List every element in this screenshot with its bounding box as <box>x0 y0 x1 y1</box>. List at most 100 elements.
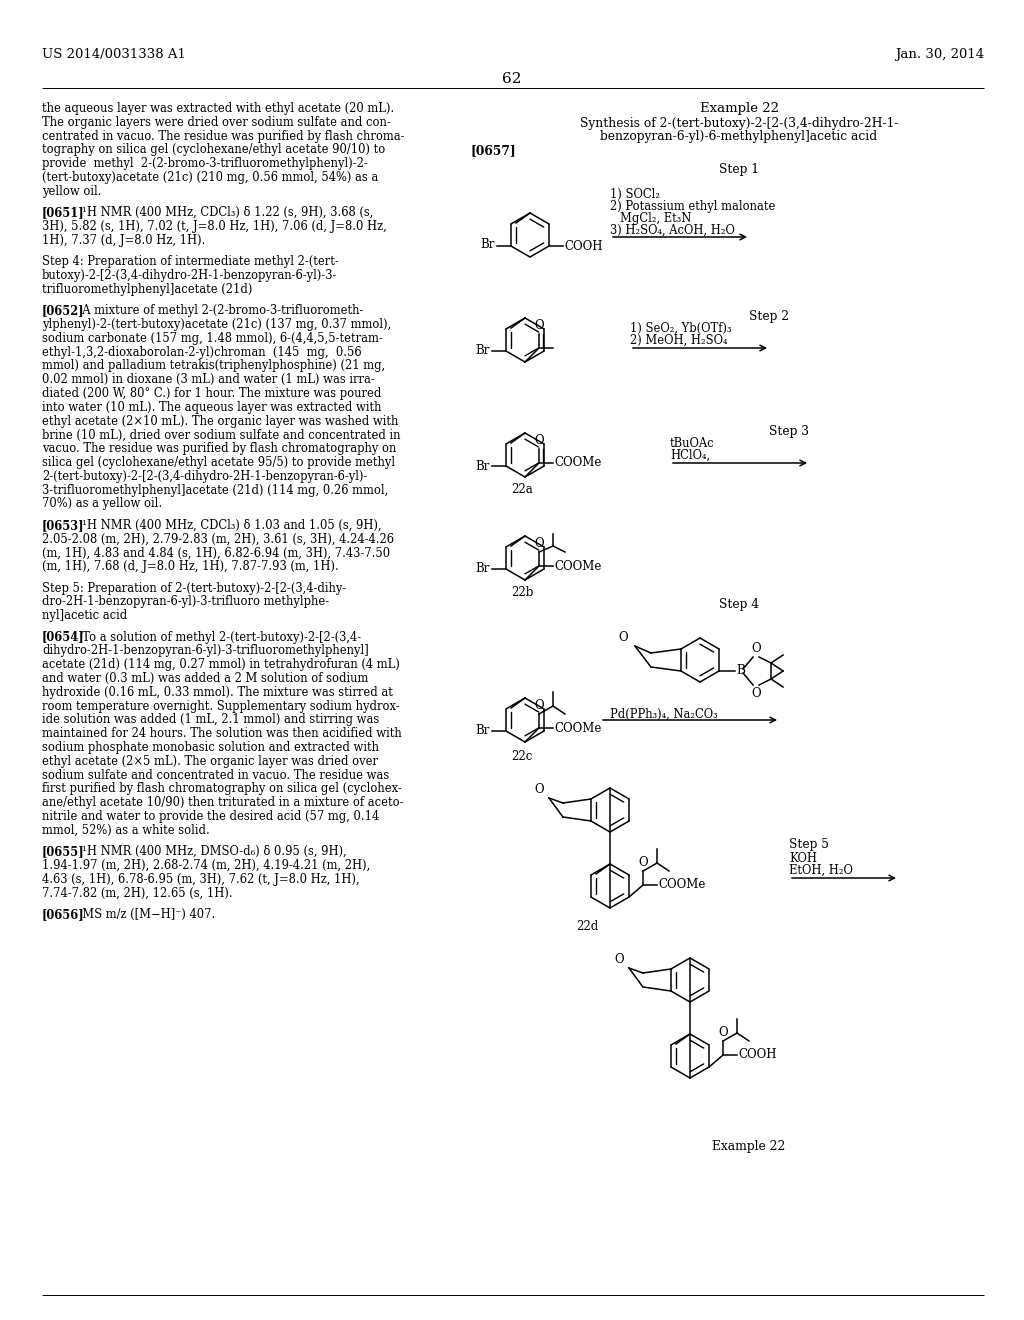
Text: Step 4: Step 4 <box>719 598 759 611</box>
Text: 22c: 22c <box>511 750 532 763</box>
Text: 2.05-2.08 (m, 2H), 2.79-2.83 (m, 2H), 3.61 (s, 3H), 4.24-4.26: 2.05-2.08 (m, 2H), 2.79-2.83 (m, 2H), 3.… <box>42 532 394 545</box>
Text: Br: Br <box>475 459 489 473</box>
Text: (m, 1H), 7.68 (d, J=8.0 Hz, 1H), 7.87-7.93 (m, 1H).: (m, 1H), 7.68 (d, J=8.0 Hz, 1H), 7.87-7.… <box>42 560 339 573</box>
Text: The organic layers were dried over sodium sulfate and con-: The organic layers were dried over sodiu… <box>42 116 391 129</box>
Text: O: O <box>618 631 628 644</box>
Text: and water (0.3 mL) was added a 2 M solution of sodium: and water (0.3 mL) was added a 2 M solut… <box>42 672 369 685</box>
Text: EtOH, H₂O: EtOH, H₂O <box>790 865 853 876</box>
Text: MgCl₂, Et₃N: MgCl₂, Et₃N <box>620 213 691 224</box>
Text: O: O <box>535 319 544 333</box>
Text: 1H), 7.37 (d, J=8.0 Hz, 1H).: 1H), 7.37 (d, J=8.0 Hz, 1H). <box>42 234 206 247</box>
Text: 0.02 mmol) in dioxane (3 mL) and water (1 mL) was irra-: 0.02 mmol) in dioxane (3 mL) and water (… <box>42 374 375 387</box>
Text: 7.74-7.82 (m, 2H), 12.65 (s, 1H).: 7.74-7.82 (m, 2H), 12.65 (s, 1H). <box>42 887 232 899</box>
Text: Step 3: Step 3 <box>769 425 809 438</box>
Text: 3H), 5.82 (s, 1H), 7.02 (t, J=8.0 Hz, 1H), 7.06 (d, J=8.0 Hz,: 3H), 5.82 (s, 1H), 7.02 (t, J=8.0 Hz, 1H… <box>42 220 387 234</box>
Text: ethyl-1,3,2-dioxaborolan-2-yl)chroman  (145  mg,  0.56: ethyl-1,3,2-dioxaborolan-2-yl)chroman (1… <box>42 346 361 359</box>
Text: ane/ethyl acetate 10/90) then triturated in a mixture of aceto-: ane/ethyl acetate 10/90) then triturated… <box>42 796 403 809</box>
Text: 1.94-1.97 (m, 2H), 2.68-2.74 (m, 2H), 4.19-4.21 (m, 2H),: 1.94-1.97 (m, 2H), 2.68-2.74 (m, 2H), 4.… <box>42 859 371 873</box>
Text: silica gel (cyclohexane/ethyl acetate 95/5) to provide methyl: silica gel (cyclohexane/ethyl acetate 95… <box>42 455 395 469</box>
Text: ¹H NMR (400 MHz, DMSO-d₆) δ 0.95 (s, 9H),: ¹H NMR (400 MHz, DMSO-d₆) δ 0.95 (s, 9H)… <box>75 845 347 858</box>
Text: centrated in vacuo. The residue was purified by flash chroma-: centrated in vacuo. The residue was puri… <box>42 129 404 143</box>
Text: sodium sulfate and concentrated in vacuo. The residue was: sodium sulfate and concentrated in vacuo… <box>42 768 389 781</box>
Text: [0651]: [0651] <box>42 206 85 219</box>
Text: Br: Br <box>475 725 489 738</box>
Text: (m, 1H), 4.83 and 4.84 (s, 1H), 6.82-6.94 (m, 3H), 7.43-7.50: (m, 1H), 4.83 and 4.84 (s, 1H), 6.82-6.9… <box>42 546 390 560</box>
Text: Jan. 30, 2014: Jan. 30, 2014 <box>895 48 984 61</box>
Text: ethyl acetate (2×5 mL). The organic layer was dried over: ethyl acetate (2×5 mL). The organic laye… <box>42 755 378 768</box>
Text: dihydro-2H-1-benzopyran-6-yl)-3-trifluoromethylphenyl]: dihydro-2H-1-benzopyran-6-yl)-3-trifluor… <box>42 644 369 657</box>
Text: diated (200 W, 80° C.) for 1 hour. The mixture was poured: diated (200 W, 80° C.) for 1 hour. The m… <box>42 387 381 400</box>
Text: 2) Potassium ethyl malonate: 2) Potassium ethyl malonate <box>610 201 775 213</box>
Text: [0655]: [0655] <box>42 845 85 858</box>
Text: Step 2: Step 2 <box>749 310 790 323</box>
Text: COOMe: COOMe <box>554 560 601 573</box>
Text: brine (10 mL), dried over sodium sulfate and concentrated in: brine (10 mL), dried over sodium sulfate… <box>42 429 400 441</box>
Text: (tert-butoxy)acetate (21c) (210 mg, 0.56 mmol, 54%) as a: (tert-butoxy)acetate (21c) (210 mg, 0.56… <box>42 172 378 183</box>
Text: O: O <box>614 953 624 966</box>
Text: vacuo. The residue was purified by flash chromatography on: vacuo. The residue was purified by flash… <box>42 442 396 455</box>
Text: 3-trifluoromethylphenyl]acetate (21d) (114 mg, 0.26 mmol,: 3-trifluoromethylphenyl]acetate (21d) (1… <box>42 483 388 496</box>
Text: A mixture of methyl 2-(2-bromo-3-trifluorometh-: A mixture of methyl 2-(2-bromo-3-trifluo… <box>75 304 364 317</box>
Text: Br: Br <box>480 238 495 251</box>
Text: KOH: KOH <box>790 851 817 865</box>
Text: COOMe: COOMe <box>658 879 706 891</box>
Text: [0656]: [0656] <box>42 908 85 921</box>
Text: 22a: 22a <box>511 483 532 496</box>
Text: Step 5: Step 5 <box>790 838 829 851</box>
Text: into water (10 mL). The aqueous layer was extracted with: into water (10 mL). The aqueous layer wa… <box>42 401 382 413</box>
Text: [0653]: [0653] <box>42 519 85 532</box>
Text: ethyl acetate (2×10 mL). The organic layer was washed with: ethyl acetate (2×10 mL). The organic lay… <box>42 414 398 428</box>
Text: ylphenyl)-2-(tert-butoxy)acetate (21c) (137 mg, 0.37 mmol),: ylphenyl)-2-(tert-butoxy)acetate (21c) (… <box>42 318 391 331</box>
Text: 22b: 22b <box>511 586 534 599</box>
Text: Step 4: Preparation of intermediate methyl 2-(tert-: Step 4: Preparation of intermediate meth… <box>42 255 339 268</box>
Text: HClO₄,: HClO₄, <box>670 449 710 462</box>
Text: COOMe: COOMe <box>554 722 601 734</box>
Text: Step 1: Step 1 <box>719 162 759 176</box>
Text: O: O <box>535 537 544 550</box>
Text: sodium carbonate (157 mg, 1.48 mmol), 6-(4,4,5,5-tetram-: sodium carbonate (157 mg, 1.48 mmol), 6-… <box>42 331 383 345</box>
Text: O: O <box>638 855 648 869</box>
Text: Synthesis of 2-(tert-butoxy)-2-[2-(3,4-dihydro-2H-1-: Synthesis of 2-(tert-butoxy)-2-[2-(3,4-d… <box>580 117 898 129</box>
Text: B: B <box>736 664 745 677</box>
Text: tBuOAc: tBuOAc <box>670 437 715 450</box>
Text: butoxy)-2-[2-(3,4-dihydro-2H-1-benzopyran-6-yl)-3-: butoxy)-2-[2-(3,4-dihydro-2H-1-benzopyra… <box>42 269 337 282</box>
Text: COOH: COOH <box>564 239 602 252</box>
Text: O: O <box>535 700 544 711</box>
Text: room temperature overnight. Supplementary sodium hydrox-: room temperature overnight. Supplementar… <box>42 700 399 713</box>
Text: first purified by flash chromatography on silica gel (cyclohex-: first purified by flash chromatography o… <box>42 783 401 796</box>
Text: To a solution of methyl 2-(tert-butoxy)-2-[2-(3,4-: To a solution of methyl 2-(tert-butoxy)-… <box>75 631 361 644</box>
Text: [0654]: [0654] <box>42 631 85 644</box>
Text: ¹H NMR (400 MHz, CDCl₃) δ 1.22 (s, 9H), 3.68 (s,: ¹H NMR (400 MHz, CDCl₃) δ 1.22 (s, 9H), … <box>75 206 374 219</box>
Text: yellow oil.: yellow oil. <box>42 185 101 198</box>
Text: Example 22: Example 22 <box>699 102 778 115</box>
Text: trifluoromethylphenyl]acetate (21d): trifluoromethylphenyl]acetate (21d) <box>42 282 252 296</box>
Text: 2-(tert-butoxy)-2-[2-(3,4-dihydro-2H-1-benzopyran-6-yl)-: 2-(tert-butoxy)-2-[2-(3,4-dihydro-2H-1-b… <box>42 470 368 483</box>
Text: ¹H NMR (400 MHz, CDCl₃) δ 1.03 and 1.05 (s, 9H),: ¹H NMR (400 MHz, CDCl₃) δ 1.03 and 1.05 … <box>75 519 382 532</box>
Text: ide solution was added (1 mL, 2.1 mmol) and stirring was: ide solution was added (1 mL, 2.1 mmol) … <box>42 713 379 726</box>
Text: 2) MeOH, H₂SO₄: 2) MeOH, H₂SO₄ <box>630 334 727 347</box>
Text: 3) H₂SO₄, AcOH, H₂O: 3) H₂SO₄, AcOH, H₂O <box>610 224 735 238</box>
Text: tography on silica gel (cyclohexane/ethyl acetate 90/10) to: tography on silica gel (cyclohexane/ethy… <box>42 144 385 156</box>
Text: 70%) as a yellow oil.: 70%) as a yellow oil. <box>42 498 162 511</box>
Text: benzopyran-6-yl)-6-methylphenyl]acetic acid: benzopyran-6-yl)-6-methylphenyl]acetic a… <box>600 129 878 143</box>
Text: sodium phosphate monobasic solution and extracted with: sodium phosphate monobasic solution and … <box>42 741 379 754</box>
Text: Br: Br <box>475 345 489 358</box>
Text: O: O <box>751 642 761 655</box>
Text: O: O <box>535 783 544 796</box>
Text: provide  methyl  2-(2-bromo-3-trifluoromethylphenyl)-2-: provide methyl 2-(2-bromo-3-trifluoromet… <box>42 157 368 170</box>
Text: 1) SOCl₂: 1) SOCl₂ <box>610 187 660 201</box>
Text: hydroxide (0.16 mL, 0.33 mmol). The mixture was stirred at: hydroxide (0.16 mL, 0.33 mmol). The mixt… <box>42 685 393 698</box>
Text: MS m/z ([M−H]⁻) 407.: MS m/z ([M−H]⁻) 407. <box>75 908 215 921</box>
Text: mmol, 52%) as a white solid.: mmol, 52%) as a white solid. <box>42 824 210 837</box>
Text: 4.63 (s, 1H), 6.78-6.95 (m, 3H), 7.62 (t, J=8.0 Hz, 1H),: 4.63 (s, 1H), 6.78-6.95 (m, 3H), 7.62 (t… <box>42 873 359 886</box>
Text: dro-2H-1-benzopyran-6-yl)-3-trifluoro methylphe-: dro-2H-1-benzopyran-6-yl)-3-trifluoro me… <box>42 595 329 609</box>
Text: the aqueous layer was extracted with ethyl acetate (20 mL).: the aqueous layer was extracted with eth… <box>42 102 394 115</box>
Text: COOH: COOH <box>738 1048 776 1061</box>
Text: Step 5: Preparation of 2-(tert-butoxy)-2-[2-(3,4-dihy-: Step 5: Preparation of 2-(tert-butoxy)-2… <box>42 582 346 594</box>
Text: O: O <box>751 686 761 700</box>
Text: [0652]: [0652] <box>42 304 85 317</box>
Text: maintained for 24 hours. The solution was then acidified with: maintained for 24 hours. The solution wa… <box>42 727 401 741</box>
Text: [0657]: [0657] <box>470 144 516 157</box>
Text: Br: Br <box>475 562 489 576</box>
Text: US 2014/0031338 A1: US 2014/0031338 A1 <box>42 48 186 61</box>
